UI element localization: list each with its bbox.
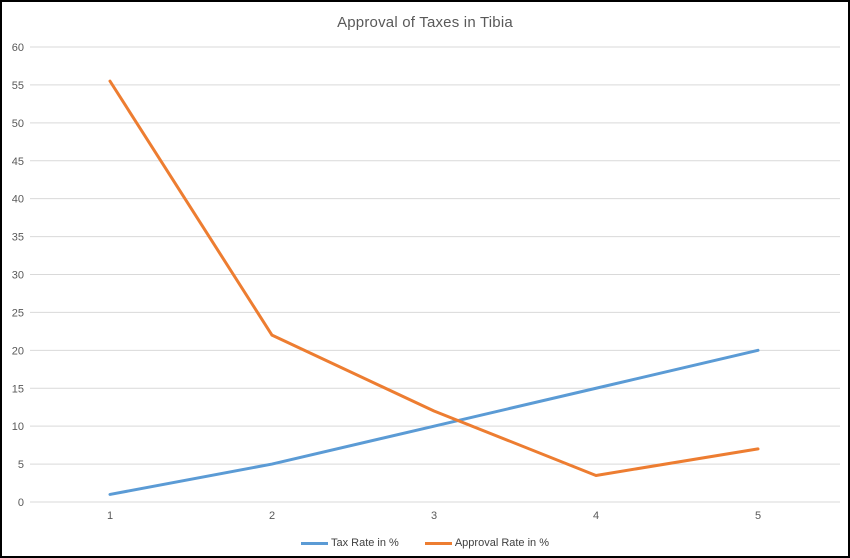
svg-text:20: 20 (12, 345, 24, 357)
svg-text:50: 50 (12, 118, 24, 130)
x-axis-tick-labels: 1 2 3 4 5 (107, 510, 761, 522)
svg-text:45: 45 (12, 156, 24, 168)
legend-swatch-tax-rate (300, 541, 328, 545)
series-line-0 (108, 348, 760, 496)
legend-item-approval-rate: Approval Rate in % (424, 537, 550, 549)
svg-text:30: 30 (12, 270, 24, 282)
gridlines (30, 46, 840, 503)
svg-text:15: 15 (12, 383, 24, 395)
chart-title: Approval of Taxes in Tibia (337, 14, 513, 31)
chart-legend: Tax Rate in % Approval Rate in % (2, 537, 848, 549)
svg-text:10: 10 (12, 421, 24, 433)
svg-text:0: 0 (18, 497, 24, 509)
svg-text:4: 4 (593, 510, 599, 522)
legend-label-approval-rate: Approval Rate in % (454, 537, 550, 549)
svg-text:25: 25 (12, 307, 24, 319)
legend-item-tax-rate: Tax Rate in % (300, 537, 399, 549)
svg-text:5: 5 (18, 459, 24, 471)
series-lines (108, 79, 760, 496)
svg-text:5: 5 (755, 510, 761, 522)
svg-text:3: 3 (431, 510, 437, 522)
svg-text:55: 55 (12, 80, 24, 92)
svg-text:35: 35 (12, 232, 24, 244)
series-line-1 (108, 79, 760, 477)
legend-label-tax-rate: Tax Rate in % (330, 537, 399, 549)
svg-text:1: 1 (107, 510, 113, 522)
svg-text:60: 60 (12, 42, 24, 54)
y-axis-tick-labels: 0 5 10 15 20 25 30 35 40 45 50 55 60 (12, 42, 24, 509)
svg-text:40: 40 (12, 194, 24, 206)
legend-swatch-approval-rate (424, 541, 452, 545)
svg-text:2: 2 (269, 510, 275, 522)
